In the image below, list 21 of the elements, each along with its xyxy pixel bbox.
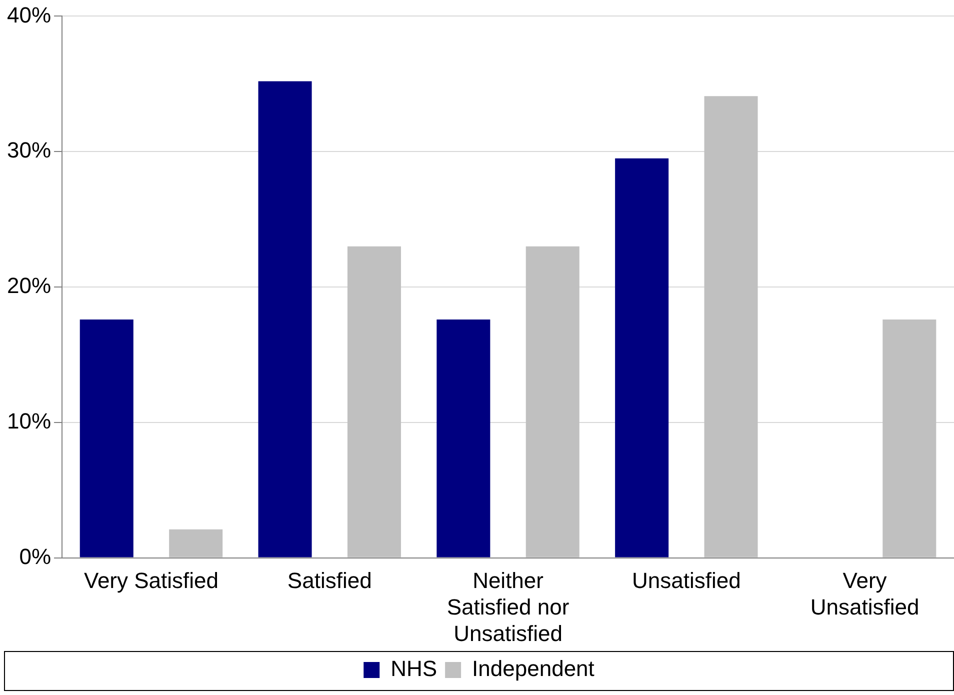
y-tick-label: 20% <box>6 273 52 298</box>
y-tick-label: 0% <box>19 544 52 569</box>
bar <box>704 96 758 558</box>
bar <box>615 158 669 558</box>
bar <box>526 246 580 558</box>
y-tick-label: 10% <box>6 408 52 434</box>
y-tick-label: 40% <box>6 2 52 28</box>
x-tick-label: Unsatisfied <box>632 568 741 594</box>
y-tick-label: 30% <box>6 138 52 163</box>
x-tick-label: Neither Satisfied nor Unsatisfied <box>446 568 570 646</box>
bar <box>258 81 312 558</box>
bar <box>882 319 936 558</box>
bar <box>347 246 401 558</box>
x-tick-label: Satisfied <box>287 568 372 594</box>
x-tick-label: Very Unsatisfied <box>810 568 920 620</box>
legend-label: Independent <box>472 656 594 682</box>
bar <box>436 319 490 558</box>
bar <box>80 319 134 558</box>
x-tick-label: Very Satisfied <box>84 568 218 594</box>
bar <box>169 529 223 558</box>
legend-label: NHS <box>390 656 438 682</box>
